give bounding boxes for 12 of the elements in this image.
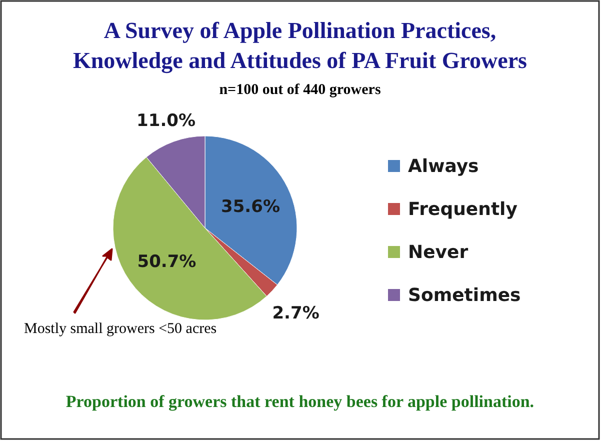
data-label: 35.6% (221, 196, 280, 217)
text: Mostly small growers <50 acres (24, 321, 217, 337)
legend-label: Never (408, 242, 468, 263)
chart-title: A Survey of Apple Pollination Practices, Knowledge and Attitudes of PA Fruit Growers (72, 18, 528, 74)
chart-subtitle: n=100 out of 440 growers (219, 82, 381, 98)
data-label: 2.7% (272, 304, 320, 324)
text: Proportion of growers that rent honey bees for apple pollination. (66, 392, 534, 411)
data-label: 11.0% (136, 110, 196, 131)
legend-label: Always (408, 156, 479, 177)
data-label: 50.7% (137, 252, 196, 272)
legend-label: Frequently (408, 199, 518, 220)
legend-label: Sometimes (408, 285, 521, 306)
